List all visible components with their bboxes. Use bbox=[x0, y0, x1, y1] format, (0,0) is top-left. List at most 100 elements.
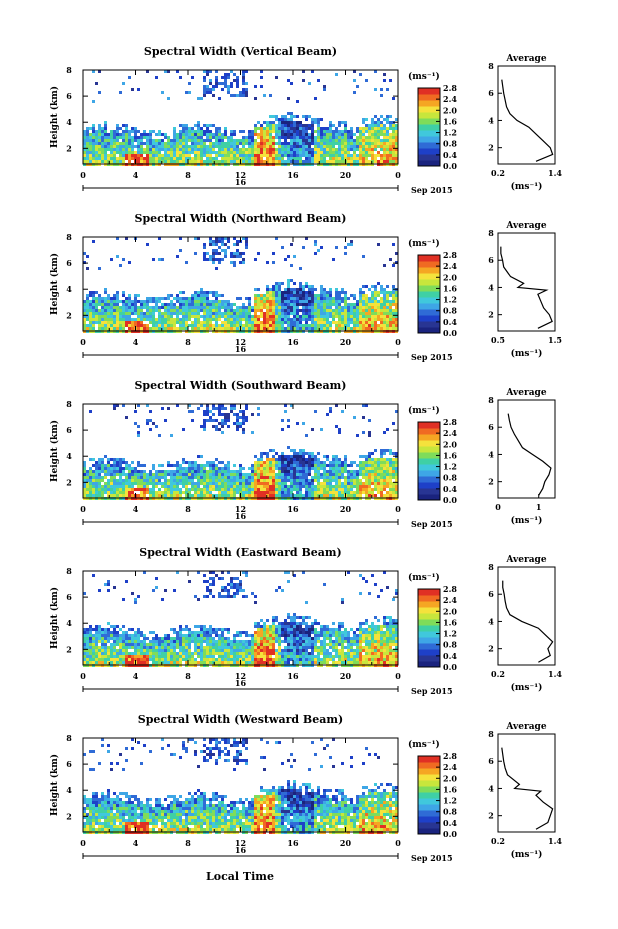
heatmap-cell bbox=[227, 300, 230, 303]
heatmap-cell bbox=[257, 145, 260, 148]
heatmap-cell bbox=[284, 327, 287, 330]
heatmap-cell bbox=[113, 494, 116, 497]
heatmap-cell bbox=[131, 309, 134, 312]
heatmap-cell bbox=[197, 470, 200, 473]
heatmap-cell bbox=[296, 488, 299, 491]
profile-y-tick-label: 8 bbox=[488, 228, 494, 238]
heatmap-cell bbox=[296, 139, 299, 142]
heatmap-cell bbox=[116, 631, 119, 634]
heatmap-cell bbox=[149, 133, 152, 136]
heatmap-cell bbox=[293, 470, 296, 473]
heatmap-cell bbox=[86, 139, 89, 142]
heatmap-cell bbox=[233, 243, 236, 246]
heatmap-cell bbox=[173, 145, 176, 148]
heatmap-cell bbox=[278, 300, 281, 303]
heatmap-cell bbox=[215, 157, 218, 160]
heatmap-cell bbox=[197, 488, 200, 491]
heatmap-cell bbox=[182, 130, 185, 133]
heatmap-cell bbox=[212, 133, 215, 136]
heatmap-cell bbox=[182, 327, 185, 330]
heatmap-cell bbox=[236, 240, 239, 243]
heatmap-cell bbox=[203, 91, 206, 94]
heatmap-cell bbox=[386, 458, 389, 461]
heatmap-cell bbox=[386, 303, 389, 306]
heatmap-cell bbox=[338, 494, 341, 497]
heatmap-cell bbox=[263, 315, 266, 318]
heatmap-cell bbox=[176, 479, 179, 482]
heatmap-cell bbox=[392, 470, 395, 473]
heatmap-cell bbox=[221, 148, 224, 151]
heatmap-cell bbox=[332, 124, 335, 127]
heatmap-cell bbox=[149, 297, 152, 300]
heatmap-cell bbox=[392, 97, 395, 100]
heatmap-cell bbox=[128, 482, 131, 485]
heatmap-cell bbox=[299, 124, 302, 127]
heatmap-cell bbox=[368, 434, 371, 437]
heatmap-cell bbox=[272, 160, 275, 163]
heatmap-cell bbox=[392, 476, 395, 479]
heatmap-cell bbox=[248, 491, 251, 494]
heatmap-cell bbox=[140, 300, 143, 303]
heatmap-cell bbox=[380, 452, 383, 455]
heatmap-cell bbox=[266, 127, 269, 130]
heatmap-cell bbox=[98, 461, 101, 464]
heatmap-cell bbox=[326, 315, 329, 318]
colorbar-tick-label: 2.4 bbox=[443, 261, 457, 271]
heatmap-cell bbox=[350, 142, 353, 145]
heatmap-cell bbox=[377, 300, 380, 303]
heatmap-cell bbox=[308, 136, 311, 139]
heatmap-cell bbox=[281, 297, 284, 300]
heatmap-cell bbox=[320, 467, 323, 470]
heatmap-cell bbox=[281, 324, 284, 327]
heatmap-cell bbox=[284, 294, 287, 297]
heatmap-cell bbox=[296, 154, 299, 157]
heatmap-cell bbox=[185, 479, 188, 482]
heatmap-cell bbox=[164, 321, 167, 324]
heatmap-cell bbox=[89, 491, 92, 494]
colorbar-tick-label: 2.8 bbox=[443, 417, 457, 427]
heatmap-cell bbox=[356, 157, 359, 160]
heatmap-cell bbox=[92, 139, 95, 142]
heatmap-cell bbox=[341, 309, 344, 312]
heatmap-cell bbox=[362, 327, 365, 330]
heatmap-cell bbox=[332, 142, 335, 145]
heatmap-cell bbox=[98, 267, 101, 270]
heatmap-cell bbox=[326, 303, 329, 306]
heatmap-cell bbox=[290, 136, 293, 139]
heatmap-cell bbox=[269, 145, 272, 148]
heatmap-cell bbox=[281, 494, 284, 497]
heatmap-cell bbox=[95, 133, 98, 136]
heatmap-cell bbox=[104, 300, 107, 303]
heatmap-cell bbox=[281, 309, 284, 312]
heatmap-cell bbox=[212, 243, 215, 246]
heatmap-cell bbox=[191, 297, 194, 300]
heatmap-cell bbox=[344, 142, 347, 145]
heatmap-cell bbox=[302, 309, 305, 312]
heatmap-cells bbox=[83, 404, 398, 500]
heatmap-cell bbox=[92, 649, 95, 652]
heatmap-cell bbox=[347, 485, 350, 488]
heatmap-cell bbox=[116, 327, 119, 330]
heatmap-cell bbox=[287, 294, 290, 297]
heatmap-cell bbox=[392, 160, 395, 163]
heatmap-cell bbox=[191, 479, 194, 482]
heatmap-cell bbox=[266, 455, 269, 458]
heatmap-cell bbox=[95, 145, 98, 148]
heatmap-cell bbox=[305, 306, 308, 309]
heatmap-cell bbox=[122, 321, 125, 324]
heatmap-cell bbox=[296, 115, 299, 118]
heatmap-cell bbox=[332, 300, 335, 303]
heatmap-cell bbox=[215, 470, 218, 473]
heatmap-cell bbox=[302, 458, 305, 461]
heatmap-cell bbox=[260, 148, 263, 151]
heatmap-cell bbox=[134, 652, 137, 655]
heatmap-cell bbox=[293, 485, 296, 488]
heatmap-cell bbox=[392, 303, 395, 306]
heatmap-cell bbox=[119, 628, 122, 631]
heatmap-cell bbox=[110, 631, 113, 634]
heatmap-cell bbox=[356, 470, 359, 473]
heatmap-cell bbox=[149, 482, 152, 485]
heatmap-cell bbox=[101, 297, 104, 300]
heatmap-cell bbox=[155, 473, 158, 476]
heatmap-cell bbox=[335, 321, 338, 324]
